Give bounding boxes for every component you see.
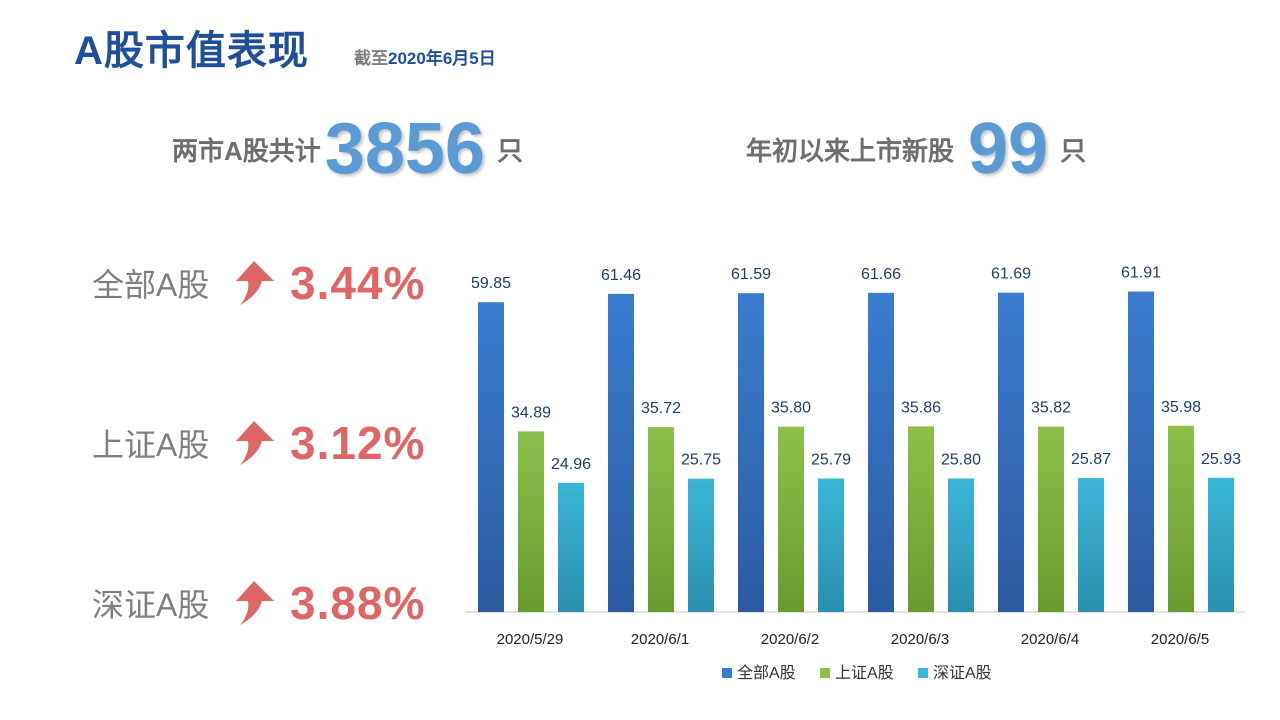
change-row-sz: 深证A股 3.88% bbox=[92, 576, 425, 630]
x-tick-label-0: 2020/5/29 bbox=[497, 631, 564, 648]
bar-0-2 bbox=[738, 293, 764, 612]
x-tick-label-3: 2020/6/3 bbox=[891, 631, 949, 648]
legend-label-2: 深证A股 bbox=[933, 664, 992, 682]
total-stocks-stat: 两市A股共计 3856 只 bbox=[172, 108, 523, 190]
bar-0-5 bbox=[1128, 291, 1154, 612]
up-arrow-icon bbox=[236, 581, 274, 625]
up-arrow-icon bbox=[236, 261, 274, 305]
x-tick-label-5: 2020/6/5 bbox=[1151, 631, 1209, 648]
bar-0-4 bbox=[998, 292, 1024, 612]
bar-0-0 bbox=[478, 302, 504, 612]
data-label-2-2: 25.79 bbox=[811, 451, 851, 468]
data-label-1-1: 35.72 bbox=[641, 400, 681, 417]
bar-2-0 bbox=[558, 482, 584, 612]
data-label-2-1: 25.75 bbox=[681, 452, 721, 469]
data-label-0-1: 61.46 bbox=[601, 267, 641, 284]
data-label-2-5: 25.93 bbox=[1201, 451, 1241, 468]
x-tick-label-2: 2020/6/2 bbox=[761, 631, 819, 648]
change-row-all: 全部A股 3.44% bbox=[92, 256, 425, 310]
legend-swatch-2 bbox=[918, 668, 928, 678]
data-label-1-4: 35.82 bbox=[1031, 400, 1071, 417]
bar-2-5 bbox=[1208, 477, 1234, 612]
data-label-1-5: 35.98 bbox=[1161, 399, 1201, 416]
data-label-0-4: 61.69 bbox=[991, 266, 1031, 283]
bar-1-5 bbox=[1168, 425, 1194, 612]
change-label-all: 全部A股 bbox=[92, 267, 210, 303]
data-label-0-2: 61.59 bbox=[731, 266, 771, 283]
bar-1-0 bbox=[518, 431, 544, 612]
change-row-sh: 上证A股 3.12% bbox=[92, 416, 425, 470]
new-listings-value: 99 bbox=[968, 109, 1049, 189]
x-tick-label-4: 2020/6/4 bbox=[1021, 631, 1079, 648]
data-label-2-3: 25.80 bbox=[941, 451, 981, 468]
bar-2-4 bbox=[1078, 478, 1104, 612]
legend-swatch-1 bbox=[820, 668, 830, 678]
bar-1-1 bbox=[648, 427, 674, 612]
data-label-1-2: 35.80 bbox=[771, 400, 811, 417]
data-label-0-3: 61.66 bbox=[861, 266, 901, 283]
data-label-2-0: 24.96 bbox=[551, 456, 591, 473]
change-label-sh: 上证A股 bbox=[92, 427, 210, 463]
change-pct-all: 3.44% bbox=[290, 257, 426, 309]
total-stocks-unit: 只 bbox=[496, 135, 523, 166]
new-listings-label: 年初以来上市新股 bbox=[746, 135, 955, 166]
bar-0-3 bbox=[868, 292, 894, 612]
data-label-2-4: 25.87 bbox=[1071, 451, 1111, 468]
up-arrow-icon bbox=[236, 421, 274, 465]
new-listings-unit: 只 bbox=[1060, 135, 1087, 166]
legend-swatch-0 bbox=[722, 668, 732, 678]
data-label-1-0: 34.89 bbox=[511, 404, 551, 421]
bar-1-3 bbox=[908, 426, 934, 612]
bar-2-3 bbox=[948, 478, 974, 612]
bar-2-1 bbox=[688, 478, 714, 612]
new-listings-stat: 年初以来上市新股 99 只 bbox=[746, 108, 1086, 190]
data-label-0-5: 61.91 bbox=[1121, 265, 1161, 282]
as-of-value: 2020年6月5日 bbox=[388, 49, 496, 68]
x-tick-label-1: 2020/6/1 bbox=[631, 631, 689, 648]
as-of-date: 截至2020年6月5日 bbox=[354, 44, 496, 69]
data-label-0-0: 59.85 bbox=[471, 275, 511, 292]
change-label-sz: 深证A股 bbox=[92, 587, 210, 623]
change-pct-sh: 3.12% bbox=[290, 417, 426, 469]
data-label-1-3: 35.86 bbox=[901, 399, 941, 416]
market-cap-bar-chart: 59.85 34.89 24.96 2020/5/29 61.46 35.72 25.75 2… bbox=[465, 265, 1245, 682]
change-pct-sz: 3.88% bbox=[290, 577, 426, 629]
total-stocks-value: 3856 bbox=[324, 109, 485, 189]
bar-0-1 bbox=[608, 293, 634, 612]
legend-label-1: 上证A股 bbox=[835, 664, 894, 682]
legend-label-0: 全部A股 bbox=[737, 664, 796, 682]
bar-2-2 bbox=[818, 478, 844, 612]
bar-1-4 bbox=[1038, 426, 1064, 612]
as-of-prefix: 截至 bbox=[354, 49, 388, 68]
bar-1-2 bbox=[778, 426, 804, 612]
page-title: A股市值表现 bbox=[74, 29, 309, 73]
total-stocks-label: 两市A股共计 bbox=[172, 135, 321, 166]
